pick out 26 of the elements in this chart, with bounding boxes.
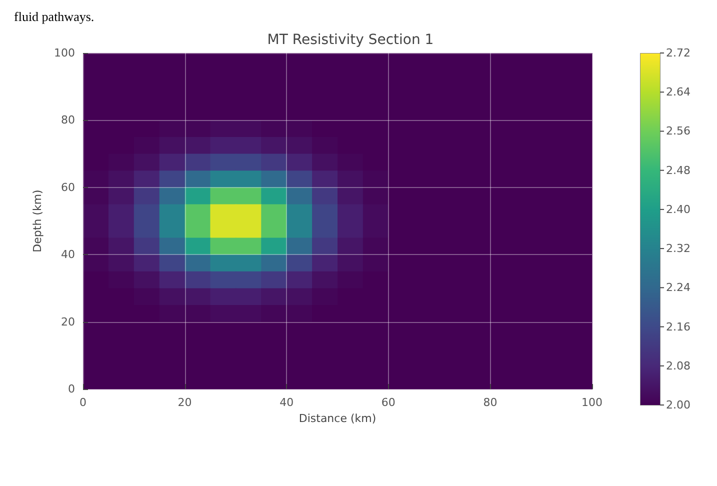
color-bar-label: 2.08: [666, 359, 690, 372]
color-bar-label: 2.64: [666, 86, 690, 99]
y-tick-label: 80: [61, 114, 75, 127]
color-bar-label: 2.56: [666, 124, 690, 138]
text: fluid pathways.: [14, 9, 94, 24]
color-bar-label: 2.72: [666, 46, 690, 60]
x-tick-label: 20: [178, 396, 192, 409]
color-bar-label: 2.40: [666, 202, 690, 216]
y-tick-label: 0: [68, 382, 75, 396]
color-bar-label: 2.16: [666, 320, 690, 334]
y-axis-title: Depth (km): [31, 190, 44, 252]
color-bar-label: 2.24: [666, 281, 690, 294]
x-tick-label: 40: [280, 396, 294, 409]
color-bar-label: 2.00: [666, 398, 690, 412]
color-bar-label: 2.48: [666, 164, 690, 177]
y-tick-label: 20: [61, 315, 75, 328]
chart-title: MT Resistivity Section 1: [267, 32, 434, 48]
x-tick-label: 100: [582, 396, 602, 409]
x-axis-title: Distance (km): [298, 412, 376, 425]
y-tick-label: 40: [61, 248, 75, 262]
x-tick-label: 0: [80, 396, 86, 409]
x-tick-label: 60: [381, 396, 396, 409]
color-bar-label: 2.32: [666, 242, 690, 256]
x-tick-label: 80: [483, 396, 498, 409]
y-tick-label: 100: [54, 46, 75, 60]
y-tick-label: 60: [61, 180, 75, 194]
